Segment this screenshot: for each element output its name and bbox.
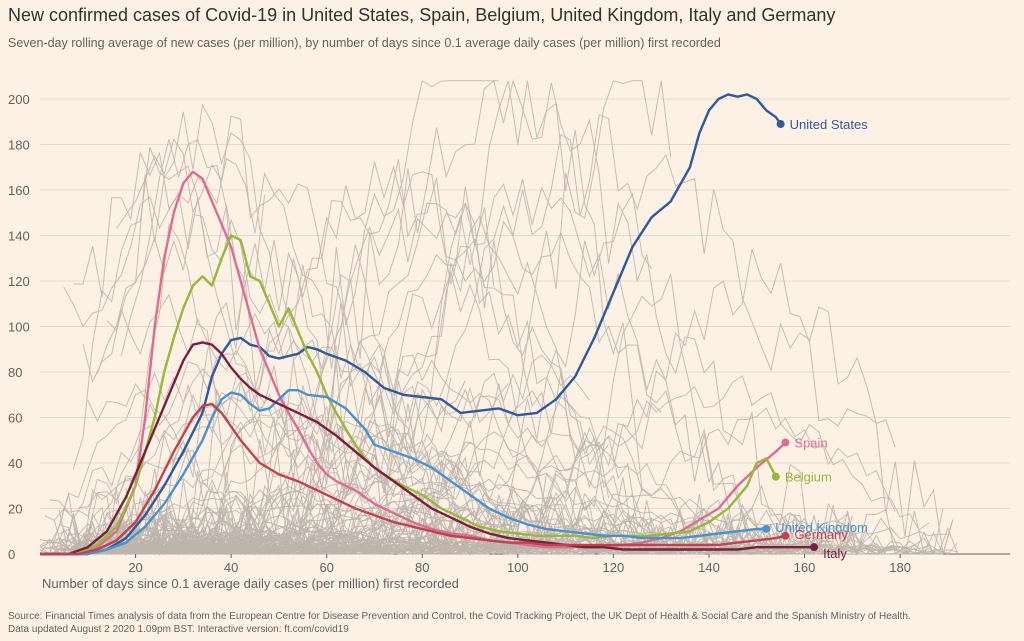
- background-country-line: [63, 519, 915, 555]
- background-country-line: [120, 139, 944, 555]
- background-country-line: [116, 80, 795, 556]
- background-country-line: [39, 515, 375, 545]
- background-country-line: [72, 147, 304, 509]
- y-tick-label: 180: [8, 138, 30, 153]
- y-tick-label: 80: [8, 365, 22, 380]
- x-tick-label: 20: [128, 560, 142, 575]
- x-tick-label: 160: [794, 560, 816, 575]
- x-tick-label: 140: [698, 560, 720, 575]
- source-note: Source: Financial Times analysis of data…: [8, 611, 911, 622]
- footer: Source: Financial Times analysis of data…: [8, 610, 911, 636]
- background-country-line: [116, 115, 423, 433]
- highlighted-series: United States Spain Belgium United Kingdom I…: [40, 93, 869, 561]
- y-tick-label: 60: [8, 411, 22, 426]
- background-country-line: [87, 244, 815, 556]
- y-tick-label: 120: [8, 274, 30, 289]
- series-end-marker: [771, 472, 780, 481]
- series-label: United Kingdom: [775, 520, 868, 535]
- x-tick-label: 60: [319, 560, 333, 575]
- background-country-line: [101, 544, 476, 555]
- series-line: [40, 93, 782, 556]
- y-tick-label: 0: [8, 547, 15, 562]
- y-tick-label: 100: [8, 320, 30, 335]
- background-country-line: [58, 192, 653, 556]
- series-label: Germany: [794, 527, 848, 542]
- background-country-line: [53, 223, 954, 556]
- series-line: [40, 389, 767, 556]
- x-tick-label: 180: [889, 560, 911, 575]
- background-country-line: [130, 538, 323, 555]
- series-end-marker: [776, 120, 785, 129]
- background-country-line: [77, 80, 672, 556]
- series-end-marker: [781, 438, 790, 447]
- x-axis-label: Number of days since 0.1 average daily c…: [42, 576, 459, 591]
- chart-subtitle: Seven-day rolling average of new cases (…: [8, 36, 721, 50]
- series-line: [40, 234, 777, 556]
- background-country-line: [73, 151, 820, 556]
- series-end-marker: [781, 531, 790, 540]
- series-line: [40, 170, 787, 556]
- background-country-line: [102, 78, 944, 556]
- y-tick-label: 20: [8, 502, 22, 517]
- background-country-line: [83, 113, 954, 556]
- series-line: [40, 341, 815, 556]
- y-tick-label: 200: [8, 92, 30, 107]
- chart-title: New confirmed cases of Covid-19 in Unite…: [8, 5, 836, 25]
- y-tick-label: 160: [8, 183, 30, 198]
- x-tick-label: 100: [507, 560, 529, 575]
- x-tick-label: 120: [603, 560, 625, 575]
- series-label: Belgium: [785, 470, 832, 485]
- background-country-line: [72, 159, 609, 555]
- series-label: Spain: [794, 436, 827, 451]
- background-country-line: [68, 521, 404, 555]
- series-end-marker: [762, 524, 771, 533]
- background-country-line: [49, 534, 480, 555]
- update-note: Data updated August 2 2020 1.09pm BST. I…: [8, 624, 349, 635]
- y-tick-label: 140: [8, 229, 30, 244]
- chart-plot: United States Spain Belgium United Kingdom I…: [8, 78, 1010, 575]
- series-label: United States: [790, 117, 869, 132]
- axis-ticks: 0 20 40 60 80 100 120 140 160 180 200 20 40 60 80 100 12…: [8, 92, 911, 575]
- x-tick-label: 40: [224, 560, 238, 575]
- series-end-marker: [810, 543, 819, 552]
- series-label: Italy: [823, 546, 847, 561]
- x-tick-label: 80: [415, 560, 429, 575]
- y-tick-label: 40: [8, 456, 22, 471]
- series-line: [40, 402, 786, 556]
